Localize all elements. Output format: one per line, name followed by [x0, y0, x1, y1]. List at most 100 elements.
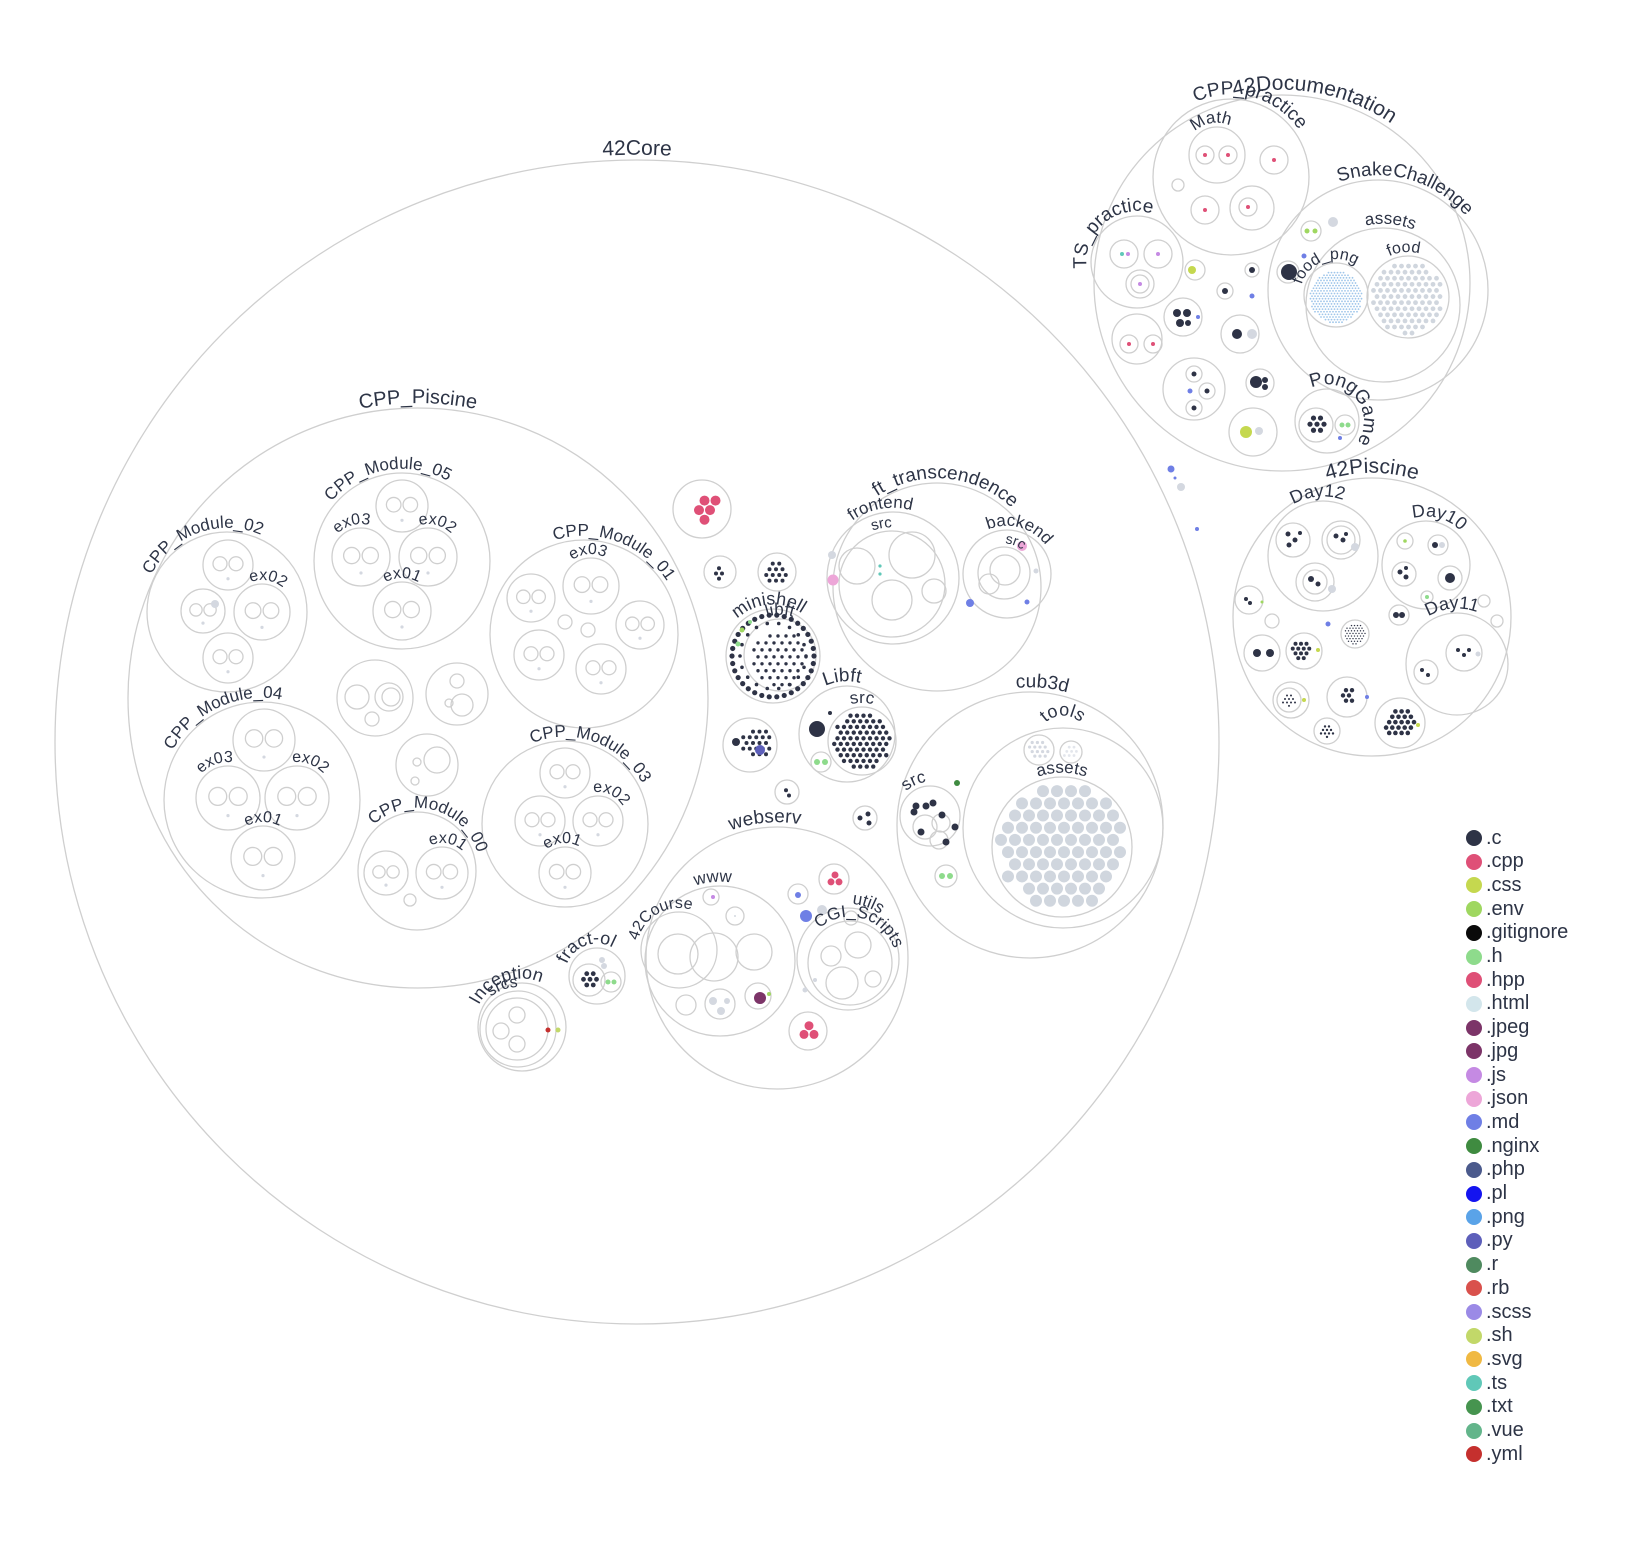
- file-dot: [1399, 719, 1404, 725]
- file-dot: [1255, 427, 1263, 435]
- file-dot: [1063, 754, 1066, 757]
- file-dot: [1388, 281, 1394, 287]
- file-dot: [1402, 281, 1408, 287]
- legend-label: .h: [1486, 945, 1503, 967]
- file-dot: [1341, 310, 1343, 313]
- file-dot: [1344, 284, 1346, 287]
- file-dot: [1320, 289, 1322, 292]
- file-dot: [1330, 282, 1333, 284]
- legend-item: .php: [1466, 1158, 1525, 1182]
- file-dot: [910, 808, 918, 816]
- directory-label: CPP_Module_04: [160, 683, 284, 753]
- file-dot: [1016, 821, 1028, 834]
- legend-label: .png: [1486, 1205, 1525, 1228]
- file-dot: [714, 571, 718, 576]
- file-dot: [841, 724, 847, 730]
- file-dot: [1345, 422, 1351, 428]
- file-dot: [740, 681, 746, 687]
- legend-swatch: [1466, 1256, 1482, 1273]
- file-dot: [1325, 621, 1331, 627]
- file-dot: [1345, 313, 1348, 316]
- directory-circle: [934, 864, 958, 888]
- file-dot: [359, 571, 363, 575]
- file-dot: [1079, 882, 1091, 895]
- file-dot: [777, 572, 782, 577]
- file-dot: [1396, 714, 1401, 720]
- file-dot: [1423, 318, 1429, 324]
- file-dot: [738, 654, 742, 658]
- file-dot: [729, 653, 735, 659]
- directory-circle: [342, 546, 361, 565]
- directory-circle: [572, 795, 624, 847]
- file-dot: [1359, 640, 1362, 642]
- file-dot: [1406, 263, 1411, 269]
- directory-circle: [450, 693, 474, 717]
- directory-circle: [228, 649, 244, 665]
- directory-circle: [1152, 98, 1310, 256]
- file-dot: [1427, 312, 1432, 318]
- file-dot: [1072, 745, 1076, 749]
- file-dot: [800, 910, 812, 922]
- file-dot: [717, 1007, 725, 1015]
- file-dot: [1324, 303, 1327, 305]
- file-dot: [866, 820, 872, 826]
- file-dot: [226, 670, 230, 674]
- directory-circle: [735, 933, 773, 971]
- file-dot: [783, 572, 788, 577]
- file-dot: [1462, 653, 1466, 657]
- file-dot: [1399, 288, 1404, 293]
- file-dot: [1317, 305, 1319, 308]
- file-dot: [865, 811, 871, 817]
- file-dot: [770, 561, 775, 566]
- file-dot: [1351, 543, 1359, 551]
- file-dot: [1310, 415, 1317, 421]
- directory-circle: [1413, 659, 1439, 685]
- legend-label: .py: [1486, 1229, 1513, 1252]
- file-dot: [201, 621, 205, 625]
- file-dot: [545, 1027, 551, 1033]
- file-dot: [780, 578, 785, 583]
- file-dot: [1390, 725, 1395, 730]
- file-dot: [871, 719, 876, 724]
- file-dot: [838, 753, 843, 758]
- file-dot: [1360, 292, 1363, 295]
- file-dot: [800, 648, 804, 652]
- file-dot: [1399, 300, 1404, 306]
- directory-circle: [1334, 414, 1356, 436]
- file-dot: [1330, 318, 1333, 321]
- file-dot: [1347, 635, 1350, 637]
- file-dot: [1475, 651, 1481, 657]
- legend-label: .html: [1486, 992, 1530, 1015]
- legend-label: .cpp: [1486, 850, 1524, 873]
- directory-circle: [409, 546, 428, 565]
- file-dot: [1333, 287, 1336, 290]
- file-dot: [1203, 208, 1207, 212]
- file-dot: [1246, 205, 1250, 209]
- file-dot: [538, 833, 542, 837]
- file-dot: [838, 730, 843, 735]
- directory-circle: [403, 893, 417, 907]
- directory-circle: [549, 764, 565, 780]
- file-dot: [1385, 275, 1390, 281]
- file-dot: [1341, 300, 1343, 303]
- legend-item: .js: [1466, 1063, 1506, 1087]
- file-dot: [1342, 282, 1345, 284]
- file-dot: [1327, 282, 1330, 284]
- file-dot: [1430, 294, 1436, 299]
- file-dot: [754, 992, 766, 1004]
- file-dot: [1065, 882, 1077, 895]
- file-dot: [1339, 422, 1345, 428]
- file-dot: [1402, 294, 1408, 299]
- file-dot: [1403, 574, 1409, 580]
- file-dot: [1434, 312, 1439, 318]
- file-dot: [1335, 284, 1337, 287]
- legend-item: .jpeg: [1466, 1016, 1529, 1040]
- file-dot: [1343, 688, 1349, 693]
- file-dot: [884, 730, 889, 735]
- file-dot: [1114, 821, 1126, 834]
- file-dot: [1350, 295, 1352, 297]
- legend-swatch: [1466, 972, 1482, 989]
- file-dot: [1420, 324, 1425, 330]
- legend-label: .txt: [1486, 1395, 1513, 1418]
- directory-circle: [212, 649, 228, 665]
